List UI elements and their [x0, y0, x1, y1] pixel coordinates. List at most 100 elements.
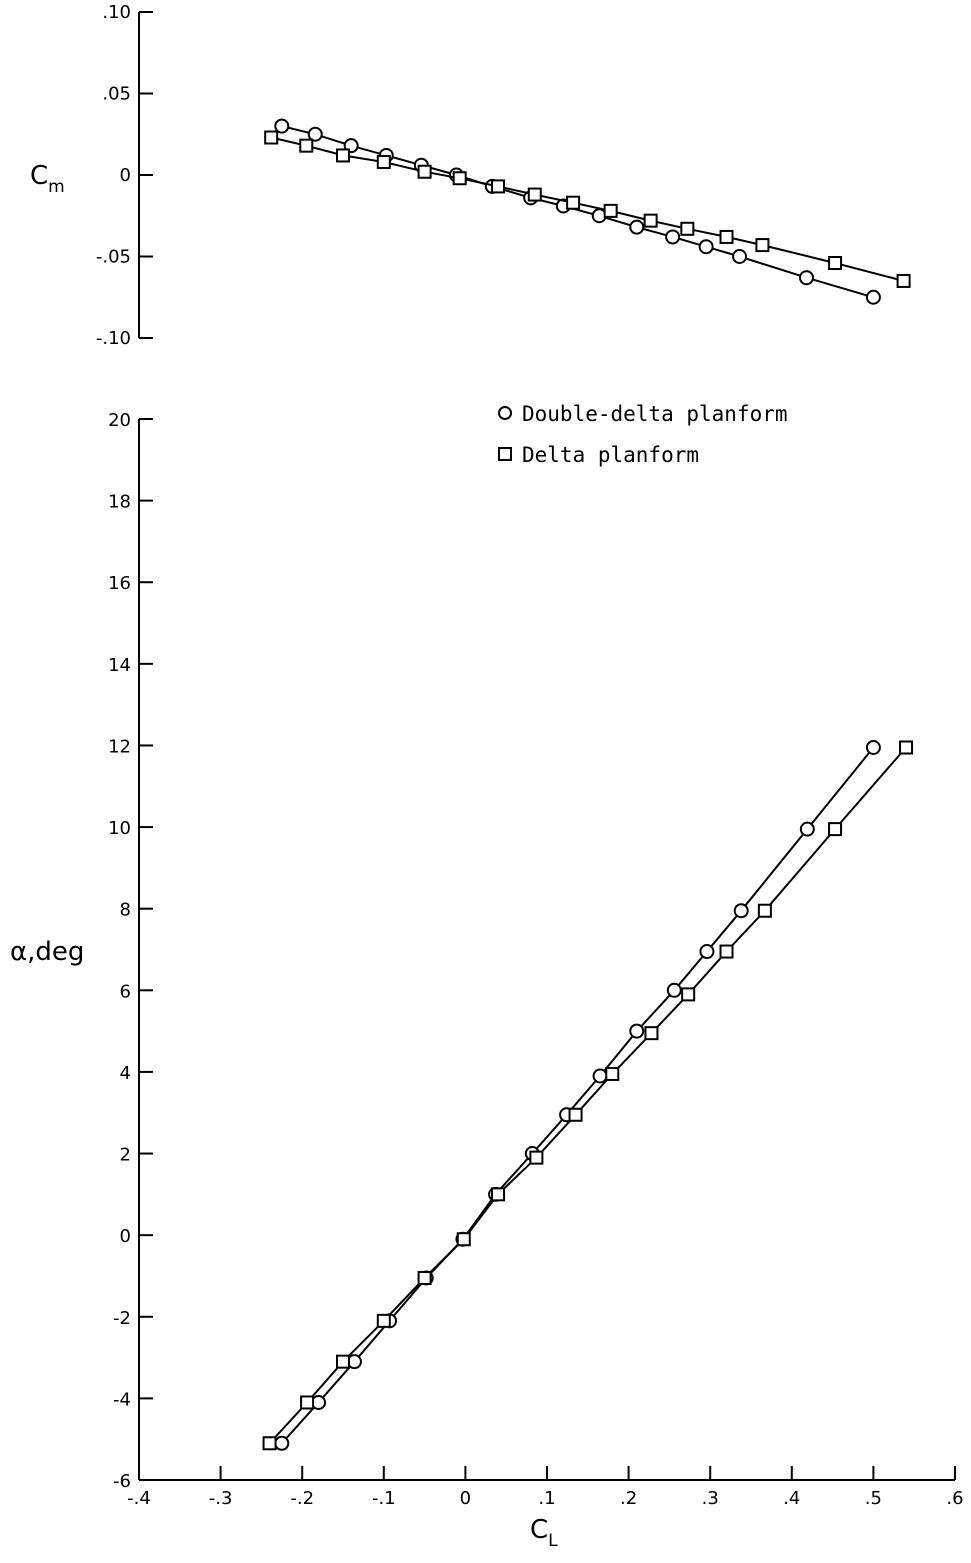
cl-x-tick-label: -.2 — [290, 1488, 314, 1509]
cl-x-tick-label: .4 — [783, 1488, 800, 1509]
cm-y-tick-label: -.10 — [96, 328, 131, 349]
cm-point-delta — [491, 179, 506, 194]
cm-point-double-delta — [732, 249, 748, 264]
cm-point-delta — [719, 229, 734, 244]
cm-point-delta — [527, 187, 542, 202]
cm-ylabel-main: C — [30, 161, 48, 191]
alpha-point-delta — [605, 1066, 620, 1081]
legend-label-delta: Delta planform — [522, 443, 699, 467]
alpha-y-tick-label: -6 — [113, 1471, 131, 1492]
alpha-point-delta — [300, 1395, 315, 1410]
cm-point-delta — [417, 164, 432, 179]
cm-point-delta — [603, 203, 618, 218]
alpha-point-delta — [491, 1187, 506, 1202]
alpha-y-tick-label: -4 — [113, 1389, 131, 1410]
cl-x-tick-label: -.4 — [127, 1488, 151, 1509]
legend: Double-delta planform Delta planform — [498, 402, 788, 467]
alpha-y-tick-label: 12 — [108, 736, 131, 757]
alpha-point-double-delta — [666, 982, 682, 998]
legend-label-double-delta: Double-delta planform — [522, 402, 788, 426]
alpha-y-tick-label: 8 — [120, 900, 131, 921]
alpha-point-delta — [828, 822, 843, 837]
cl-x-tick-label: -.1 — [372, 1488, 396, 1509]
alpha-point-delta — [417, 1271, 432, 1286]
alpha-y-tick-label: 2 — [120, 1145, 131, 1166]
cm-point-delta — [566, 195, 581, 210]
cm-panel: .10 .05 0 -.05 -.10 Cm — [30, 2, 911, 349]
alpha-y-tick-label: -2 — [113, 1308, 131, 1329]
cl-x-tick-label: -.3 — [209, 1488, 233, 1509]
alpha-y-tick-label: 18 — [108, 492, 131, 513]
cm-ylabel-sub: m — [48, 177, 65, 197]
cm-y-tick-label: 0 — [120, 165, 131, 186]
cl-xlabel-main: C — [530, 1515, 548, 1545]
cm-point-delta — [336, 148, 350, 163]
alpha-point-delta — [568, 1107, 583, 1122]
cl-x-tick-label: 0 — [460, 1488, 471, 1509]
cm-point-delta — [299, 138, 314, 153]
cl-x-tick-label: .6 — [946, 1488, 963, 1509]
cm-point-delta — [376, 154, 391, 169]
alpha-y-tick-label: 16 — [108, 573, 131, 594]
alpha-point-double-delta — [274, 1435, 290, 1451]
alpha-y-tick-label: 14 — [108, 655, 131, 676]
cl-x-tick-label: .5 — [865, 1488, 882, 1509]
cm-point-delta — [264, 130, 279, 145]
alpha-point-delta — [336, 1354, 350, 1369]
alpha-point-double-delta — [592, 1068, 608, 1084]
cl-xlabel-sub: L — [548, 1531, 558, 1551]
legend-square-marker — [498, 447, 512, 461]
cm-point-double-delta — [865, 289, 881, 305]
alpha-point-double-delta — [629, 1023, 645, 1039]
alpha-point-delta — [757, 903, 772, 918]
cm-series — [264, 118, 911, 305]
alpha-point-double-delta — [799, 821, 815, 837]
cm-point-double-delta — [798, 270, 814, 286]
alpha-point-delta — [899, 740, 914, 755]
alpha-series-line-delta — [268, 746, 907, 1444]
alpha-point-delta — [529, 1150, 544, 1165]
alpha-y-tick-label: 10 — [108, 818, 131, 839]
cm-point-delta — [755, 238, 770, 253]
cm-point-double-delta — [698, 239, 714, 255]
cl-x-tick-label: .2 — [620, 1488, 637, 1509]
cm-point-double-delta — [665, 229, 681, 245]
alpha-point-double-delta — [865, 740, 881, 756]
alpha-point-delta — [376, 1313, 391, 1328]
alpha-point-delta — [719, 944, 734, 959]
cm-y-tick-label: -.05 — [96, 247, 131, 268]
cm-point-double-delta — [274, 118, 290, 134]
legend-circle-marker — [498, 406, 512, 420]
alpha-series — [262, 740, 914, 1451]
cm-point-delta — [680, 221, 695, 236]
cl-x-tick-label: .1 — [538, 1488, 555, 1509]
cl-xlabel: CL — [530, 1515, 558, 1551]
cm-y-tick-label: .05 — [102, 84, 131, 105]
cl-x-tick-label: .3 — [702, 1488, 719, 1509]
cm-series-line-delta — [270, 136, 904, 282]
alpha-y-tick-label: 0 — [120, 1226, 131, 1247]
alpha-y-tick-label: 20 — [108, 410, 131, 431]
alpha-point-double-delta — [733, 903, 749, 919]
cm-series-line-double-delta — [281, 125, 874, 299]
cm-point-delta — [643, 213, 658, 228]
cm-y-tick-label: .10 — [102, 2, 131, 23]
alpha-series-line-double-delta — [281, 746, 875, 1444]
cm-point-double-delta — [629, 219, 645, 235]
alpha-point-delta — [681, 987, 696, 1002]
alpha-point-double-delta — [699, 944, 715, 960]
cm-ylabel: Cm — [30, 161, 65, 197]
cm-point-delta — [828, 256, 843, 271]
alpha-y-tick-label: 4 — [120, 1063, 131, 1084]
alpha-point-delta — [262, 1436, 277, 1451]
cm-point-delta — [896, 273, 911, 288]
cm-point-double-delta — [307, 126, 323, 142]
alpha-point-delta — [456, 1232, 471, 1247]
alpha-y-tick-label: 6 — [120, 981, 131, 1002]
cm-point-delta — [452, 171, 467, 186]
alpha-point-delta — [644, 1026, 659, 1041]
cm-axes: .10 .05 0 -.05 -.10 — [96, 2, 153, 349]
